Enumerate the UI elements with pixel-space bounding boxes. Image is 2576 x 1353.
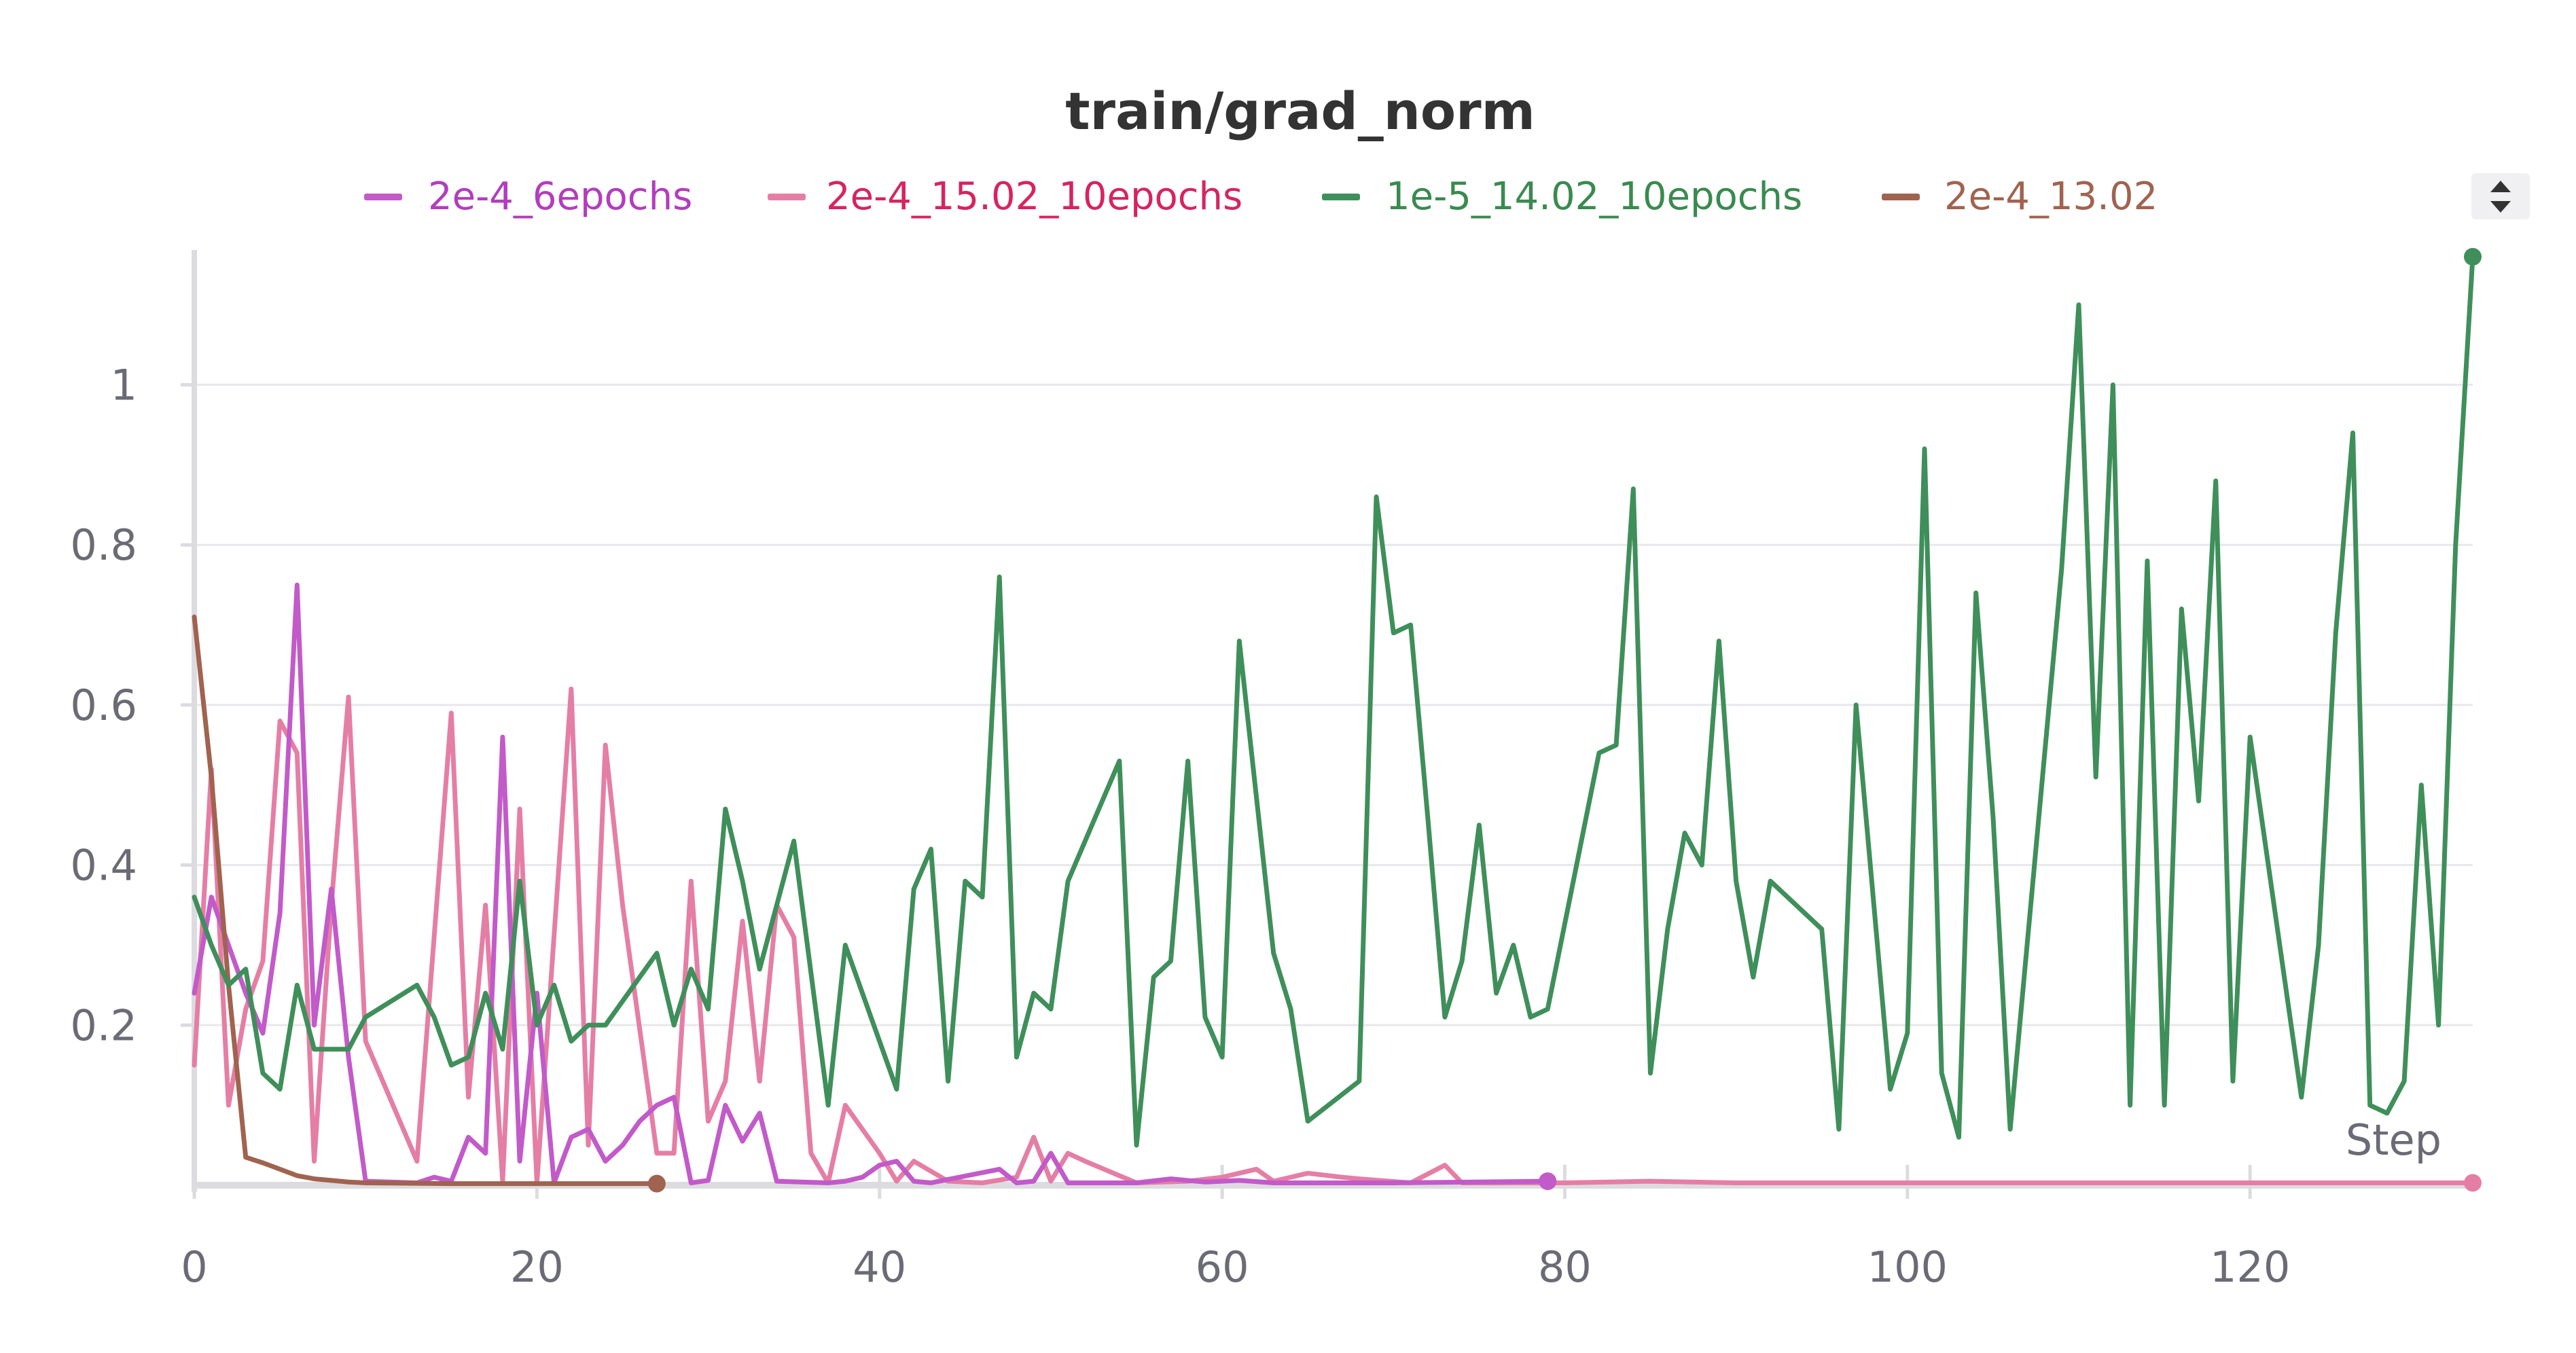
x-axis-label: Step xyxy=(2346,1115,2441,1165)
x-tick-label: 20 xyxy=(510,1242,564,1292)
chart-title: train/grad_norm xyxy=(1065,81,1535,141)
legend-swatch xyxy=(364,194,402,200)
y-tick-label: 0.6 xyxy=(70,681,137,730)
x-tick-label: 100 xyxy=(1867,1242,1948,1292)
y-tick-label: 0.8 xyxy=(70,520,137,570)
series-line-3 xyxy=(192,614,660,1187)
legend-item[interactable]: 2e-4_6epochs xyxy=(364,175,692,219)
legend-label: 1e-5_14.02_10epochs xyxy=(1386,175,1802,219)
legend-swatch xyxy=(1322,194,1360,200)
grid xyxy=(194,384,2473,1026)
x-tick-label: 120 xyxy=(2210,1242,2290,1292)
x-tick-label: 60 xyxy=(1196,1242,1249,1292)
series-line-1 xyxy=(192,686,2475,1185)
chevron-up-icon xyxy=(2490,181,2511,192)
legend-item[interactable]: 1e-5_14.02_10epochs xyxy=(1322,175,1802,219)
x-axis-ticks: 0 20 40 60 80 100 120 xyxy=(181,1165,2290,1292)
legend-label: 2e-4_6epochs xyxy=(428,175,692,219)
legend-label: 2e-4_15.02_10epochs xyxy=(826,175,1242,219)
legend-swatch xyxy=(1882,194,1920,200)
y-tick-label: 0.2 xyxy=(70,1000,137,1050)
legend-label: 2e-4_13.02 xyxy=(1944,175,2158,219)
x-tick-label: 0 xyxy=(181,1242,207,1292)
series-end-point-1 xyxy=(2464,1174,2482,1192)
chevron-down-icon xyxy=(2490,201,2511,213)
series-end-point-0 xyxy=(1539,1172,1557,1191)
legend-scroll-button[interactable] xyxy=(2471,173,2530,219)
legend-item[interactable]: 2e-4_15.02_10epochs xyxy=(768,175,1242,219)
x-tick-label: 40 xyxy=(853,1242,906,1292)
y-axis-ticks: 0.2 0.4 0.6 0.8 1 xyxy=(70,361,194,1050)
series-line-2 xyxy=(192,254,2475,1148)
y-tick-label: 0.4 xyxy=(70,841,137,890)
legend: 2e-4_6epochs 2e-4_15.02_10epochs 1e-5_14… xyxy=(364,175,2158,219)
legend-swatch xyxy=(768,194,806,200)
series-end-point-2 xyxy=(2464,248,2482,266)
x-tick-label: 80 xyxy=(1538,1242,1592,1292)
plot-area xyxy=(192,248,2482,1193)
series-end-point-3 xyxy=(647,1174,666,1193)
series-line-0 xyxy=(192,582,1550,1185)
y-tick-label: 1 xyxy=(111,361,137,410)
legend-item[interactable]: 2e-4_13.02 xyxy=(1882,175,2158,219)
